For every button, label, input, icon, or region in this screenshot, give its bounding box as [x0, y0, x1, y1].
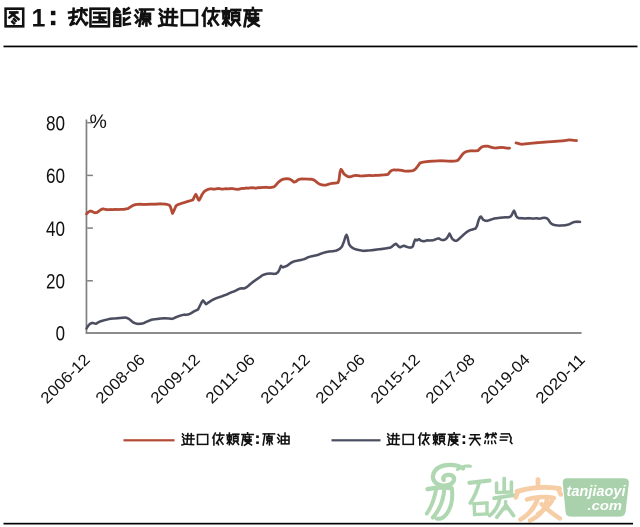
- svg-text:80: 80: [46, 111, 65, 135]
- svg-text:0: 0: [56, 322, 65, 346]
- svg-text:tanjiaoyi: tanjiaoyi: [567, 484, 627, 500]
- svg-text:20: 20: [46, 270, 65, 294]
- svg-text:%: %: [90, 111, 107, 133]
- svg-text:.com: .com: [588, 498, 623, 513]
- svg-text:1: 1: [32, 4, 46, 32]
- svg-text:60: 60: [46, 164, 65, 188]
- svg-text:40: 40: [46, 217, 65, 241]
